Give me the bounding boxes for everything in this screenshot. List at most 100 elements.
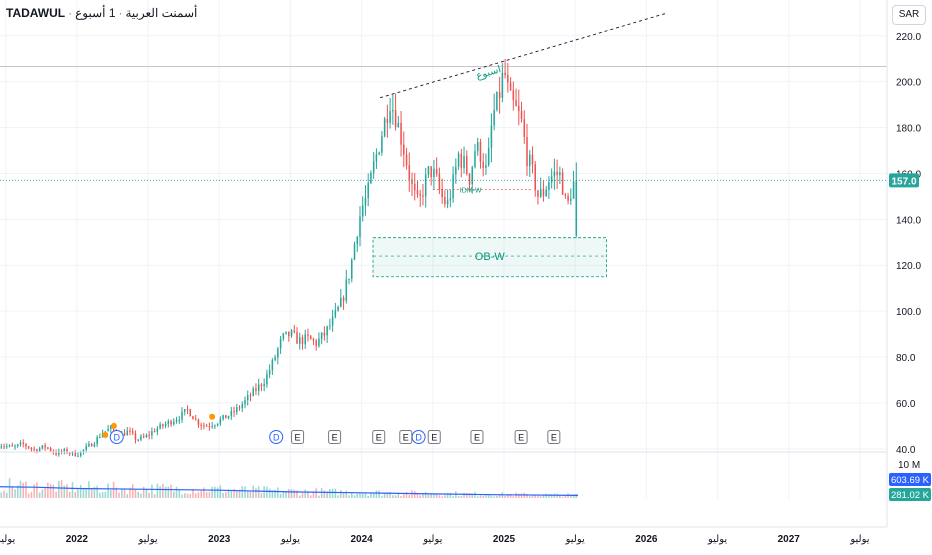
candle-body [123, 432, 126, 436]
volume-bar [537, 495, 539, 498]
currency-button[interactable]: SAR [892, 5, 926, 25]
candle-body [211, 426, 213, 428]
volume-bar [121, 488, 123, 498]
volume-bar [68, 491, 71, 498]
candle-body [96, 437, 98, 445]
candle-body [200, 424, 202, 426]
candle-body [460, 153, 463, 168]
candle-body [326, 326, 328, 336]
candle-body [22, 442, 24, 445]
last-price-tag [889, 173, 919, 188]
candle-body [58, 450, 60, 455]
candle-body [550, 176, 553, 183]
candle-body [520, 111, 523, 120]
candle-body [126, 430, 129, 436]
volume-bar [326, 491, 328, 498]
signal-dot [102, 432, 109, 439]
volume-bar [189, 494, 192, 498]
volume-bar [194, 493, 197, 498]
candle-body [277, 348, 279, 358]
candle-body [194, 419, 197, 421]
candle-body [148, 435, 150, 437]
volume-bar [449, 492, 452, 498]
dividend-marker [269, 430, 284, 444]
volume-bar [162, 484, 164, 498]
volume-bar [337, 495, 339, 498]
candle-body [367, 183, 369, 198]
candle-body [208, 426, 211, 428]
volume-bar [490, 495, 493, 498]
volume-bar [372, 493, 375, 498]
volume-bar [413, 490, 416, 498]
candle-body [74, 451, 77, 457]
volume-bar [361, 493, 364, 498]
volume-bar [559, 494, 561, 498]
x-tick-label: يوليو [422, 534, 442, 545]
candle-body [290, 330, 293, 337]
volume-bar [285, 491, 287, 498]
volume-bar [340, 490, 342, 498]
candle-body [151, 431, 153, 436]
volume-bar [526, 493, 528, 498]
candle-body [435, 168, 438, 174]
volume-bar [312, 491, 315, 498]
volume-bar [41, 489, 44, 498]
volume-bar [183, 493, 186, 498]
candle-body [66, 449, 68, 453]
volume-bar [225, 491, 227, 498]
volume-last-label: 603.69 K [891, 475, 930, 486]
interval-label: 1 أسبوع [75, 6, 116, 20]
earnings-marker [514, 430, 528, 444]
candle-body [509, 82, 512, 91]
candle-body [498, 91, 501, 98]
volume-bar [405, 491, 408, 498]
volume-bar [520, 493, 523, 498]
candle-body [63, 449, 66, 452]
volume-bar [164, 486, 167, 498]
volume-bar [134, 489, 137, 498]
volume-bar [252, 485, 254, 498]
volume-bar [572, 494, 575, 498]
candle-body [433, 168, 435, 178]
candle-body [490, 125, 493, 148]
candle-body [479, 141, 482, 163]
candle-body [312, 339, 315, 341]
volume-bar [36, 482, 38, 498]
candle-body [526, 136, 528, 167]
volume-bar [178, 489, 181, 498]
candle-body [252, 388, 254, 396]
volume-bar [159, 486, 161, 498]
volume-bar [219, 485, 222, 498]
candle-body [375, 154, 378, 162]
signal-dot [209, 413, 216, 420]
volume-bar [386, 492, 389, 498]
volume-bar [304, 489, 307, 498]
x-tick-label: 2027 [778, 534, 801, 545]
volume-bar [463, 492, 465, 498]
volume-bar [90, 488, 93, 498]
volume-bar [175, 486, 178, 498]
volume-bar [534, 494, 536, 498]
candle-body [129, 430, 131, 432]
candle-body [90, 443, 93, 447]
ob-zone-layer [372, 237, 607, 278]
volume-bar [186, 493, 189, 498]
candle-body [331, 316, 334, 326]
candle-body [523, 119, 526, 137]
candle-body [142, 436, 145, 438]
x-tick-label: 2022 [66, 534, 89, 545]
volume-bar [205, 492, 208, 498]
x-tick-label: 2026 [635, 534, 658, 545]
y-tick-label: 200.0 [896, 78, 921, 89]
volume-bar [471, 493, 474, 498]
volume-bar [257, 486, 260, 498]
candle-body [82, 449, 85, 452]
candle-body [282, 333, 285, 339]
volume-bar [433, 494, 435, 498]
volume-bar [230, 490, 233, 498]
candle-body [60, 450, 63, 452]
candle-body [372, 161, 375, 173]
candle-body [452, 174, 454, 199]
candle-body [181, 411, 183, 420]
